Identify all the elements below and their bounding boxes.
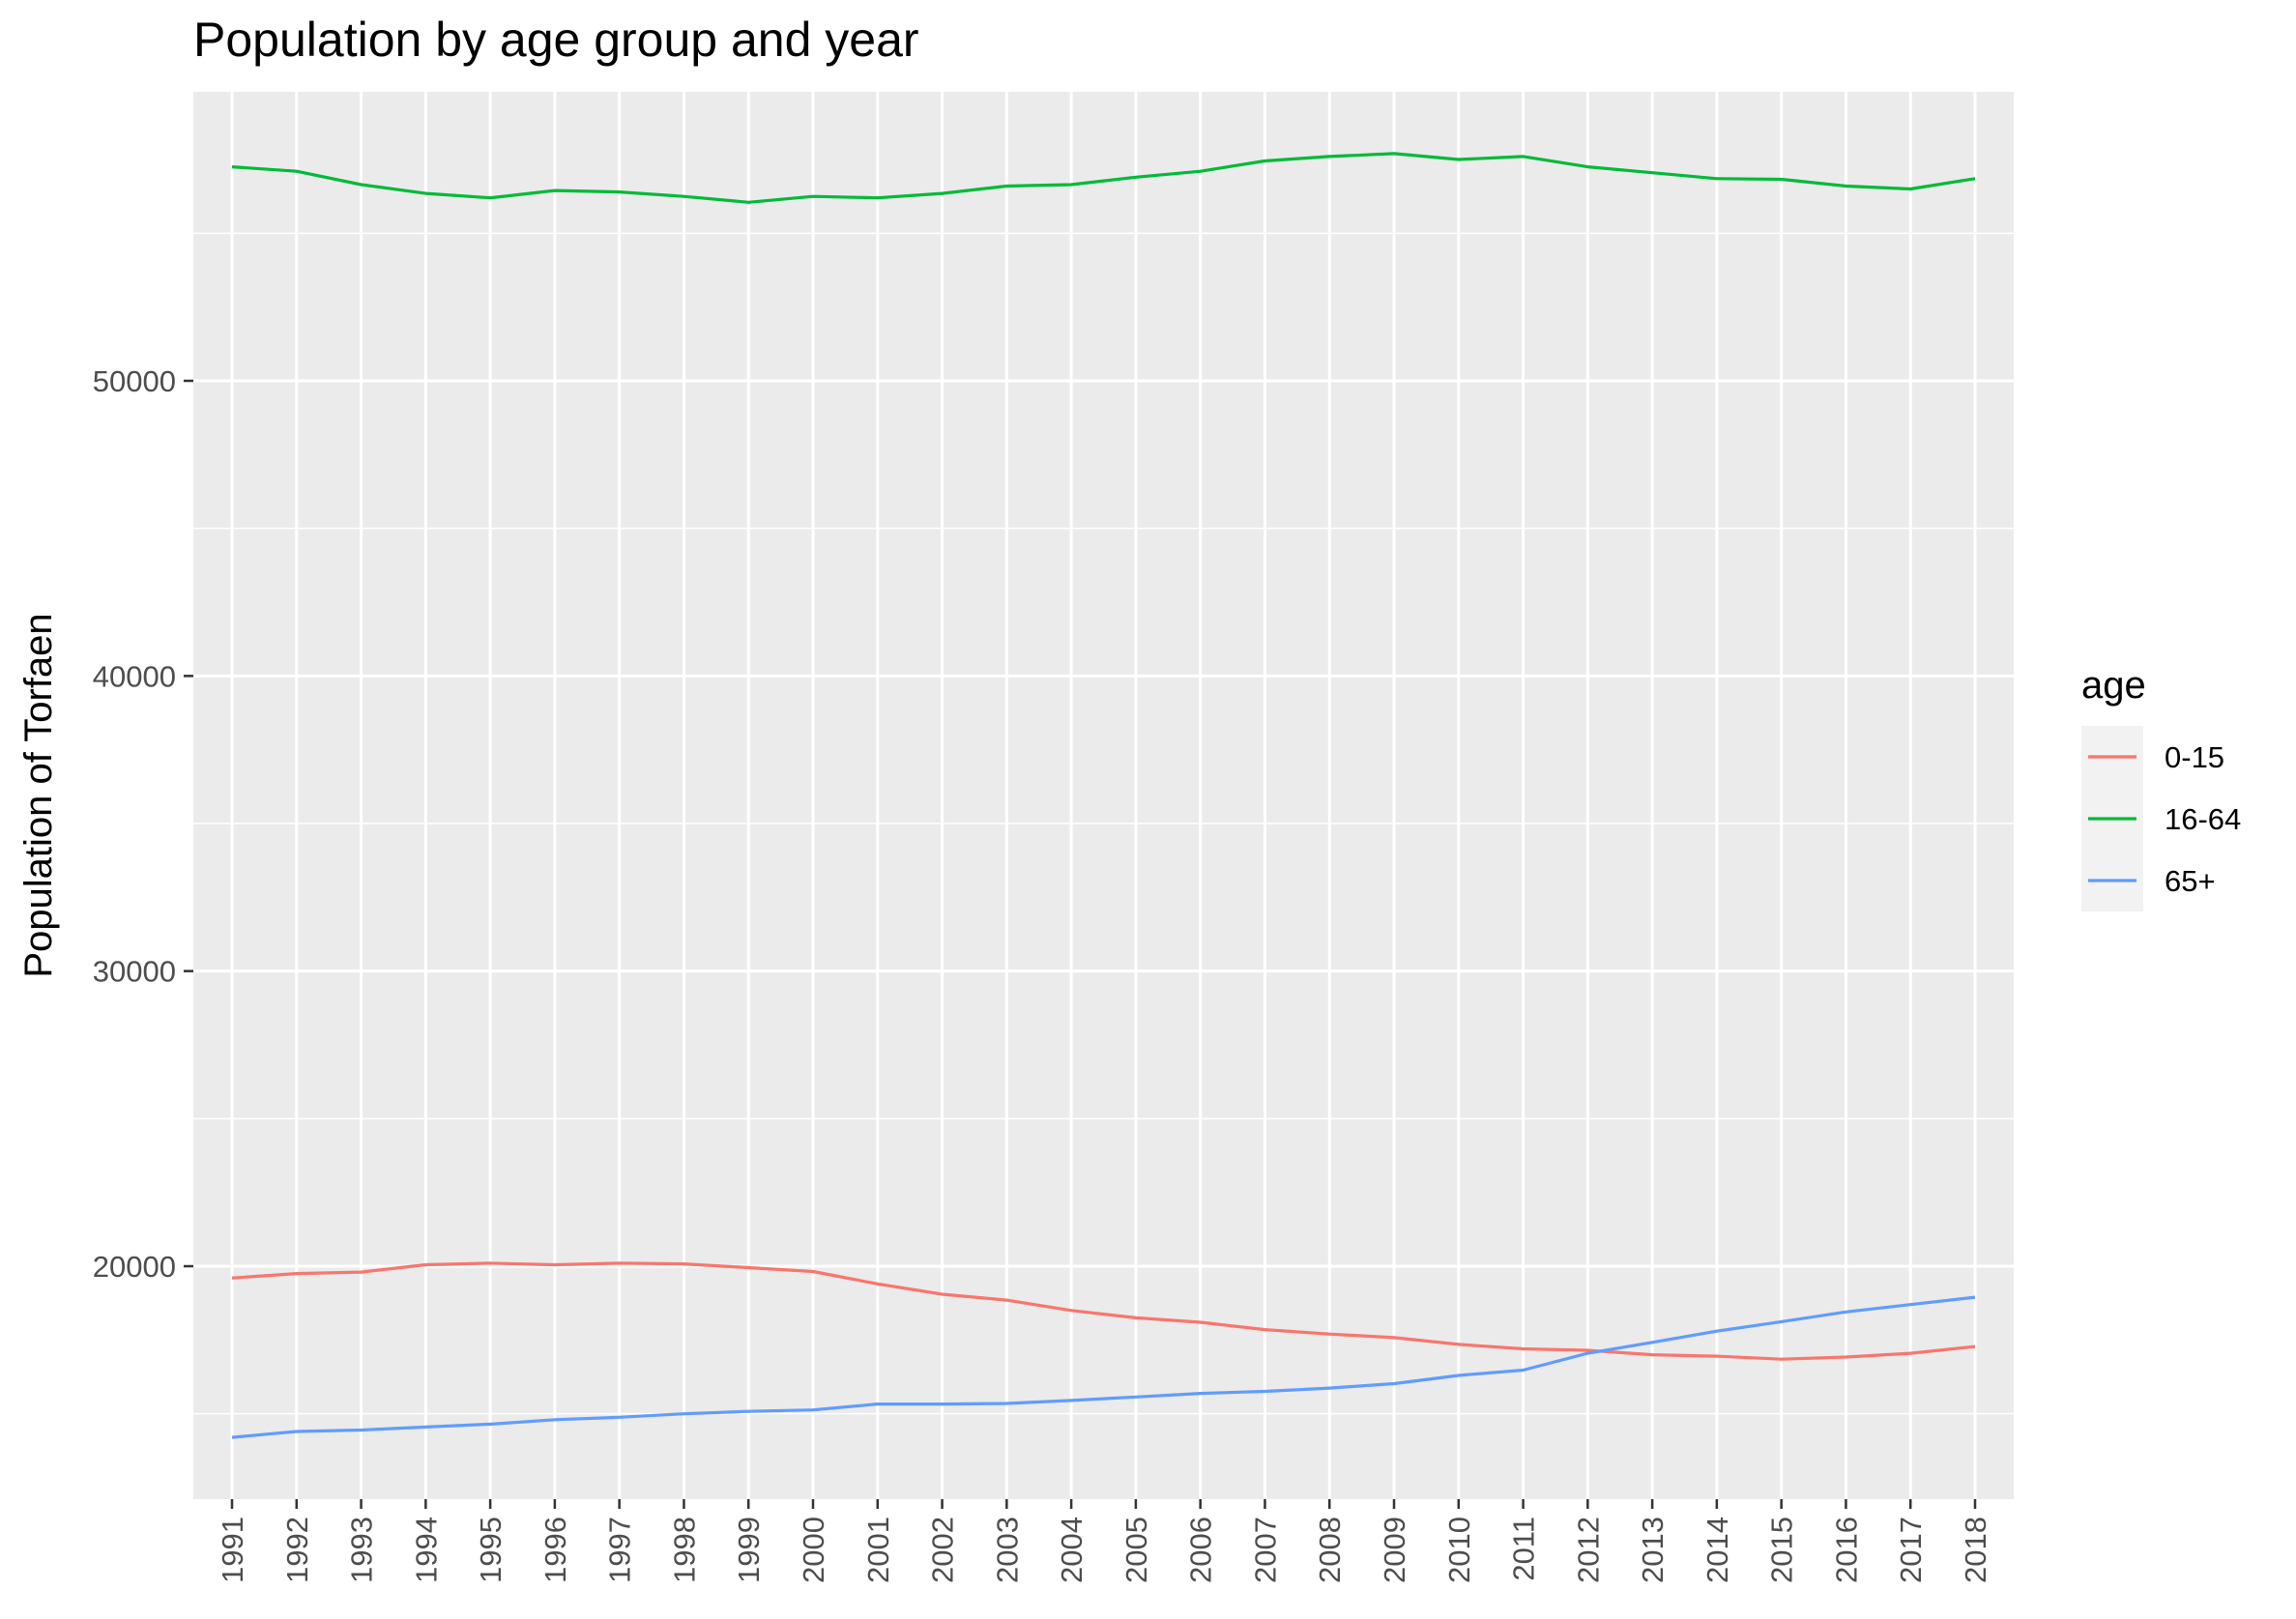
legend-keys: 0-15 16-64 65+ <box>2081 726 2241 911</box>
y-tick-label: 40000 <box>93 659 176 693</box>
x-tick-label: 2002 <box>926 1517 960 1583</box>
x-tick-label: 2014 <box>1700 1517 1734 1583</box>
x-tick-label: 2012 <box>1571 1517 1605 1583</box>
y-axis-title: Population of Torfaen <box>17 613 60 977</box>
x-tick-label: 2006 <box>1184 1517 1218 1583</box>
x-tick-label: 1997 <box>603 1517 637 1583</box>
x-tick-label: 1996 <box>538 1517 572 1583</box>
legend-label: 0-15 <box>2165 740 2224 774</box>
y-tick-label: 20000 <box>93 1250 176 1284</box>
x-tick-label: 2017 <box>1894 1517 1928 1583</box>
x-tick-label: 2018 <box>1959 1517 1992 1583</box>
x-tick-label: 2001 <box>861 1517 895 1583</box>
x-tick-label: 2003 <box>990 1517 1024 1583</box>
x-tick-label: 1999 <box>732 1517 766 1583</box>
series-line-65+ <box>231 1295 1976 1439</box>
x-tick-label: 2007 <box>1248 1517 1282 1583</box>
x-tick-label: 1991 <box>216 1517 249 1583</box>
x-tick-label: 1998 <box>667 1517 701 1583</box>
legend-label: 16-64 <box>2165 802 2241 836</box>
chart-title: Population by age group and year <box>193 13 919 67</box>
x-tick-label: 2008 <box>1313 1517 1347 1583</box>
x-tick-label: 2000 <box>797 1517 830 1583</box>
series-line-0-15 <box>231 1261 1976 1361</box>
x-tick-label: 2011 <box>1507 1517 1541 1581</box>
legend-title: age <box>2081 664 2146 707</box>
x-axis: 1991 1992 1993 1994 1995 1996 1997 1998 1999 2000… <box>216 1499 1992 1583</box>
legend: age 0-15 16-64 65+ <box>2081 664 2241 911</box>
plot-panel <box>193 92 2014 1499</box>
x-tick-label: 1994 <box>409 1517 443 1583</box>
x-tick-label: 2004 <box>1055 1517 1089 1583</box>
minor-gridlines <box>193 232 2014 1415</box>
x-tick-label: 2005 <box>1119 1517 1153 1583</box>
y-tick-label: 30000 <box>93 955 176 989</box>
x-tick-label: 1993 <box>345 1517 379 1583</box>
y-axis: 20000 30000 40000 50000 <box>93 364 193 1284</box>
x-tick-label: 2016 <box>1829 1517 1863 1583</box>
series-line-16-64 <box>231 152 1976 204</box>
x-tick-label: 1992 <box>280 1517 314 1583</box>
x-tick-label: 2009 <box>1378 1517 1411 1583</box>
x-tick-label: 1995 <box>474 1517 508 1583</box>
x-tick-label: 2013 <box>1636 1517 1670 1583</box>
x-tick-label: 2010 <box>1442 1517 1476 1583</box>
y-tick-label: 50000 <box>93 364 176 398</box>
x-tick-label: 2015 <box>1765 1517 1799 1583</box>
legend-label: 65+ <box>2165 864 2216 898</box>
series-lines <box>231 152 1976 1439</box>
